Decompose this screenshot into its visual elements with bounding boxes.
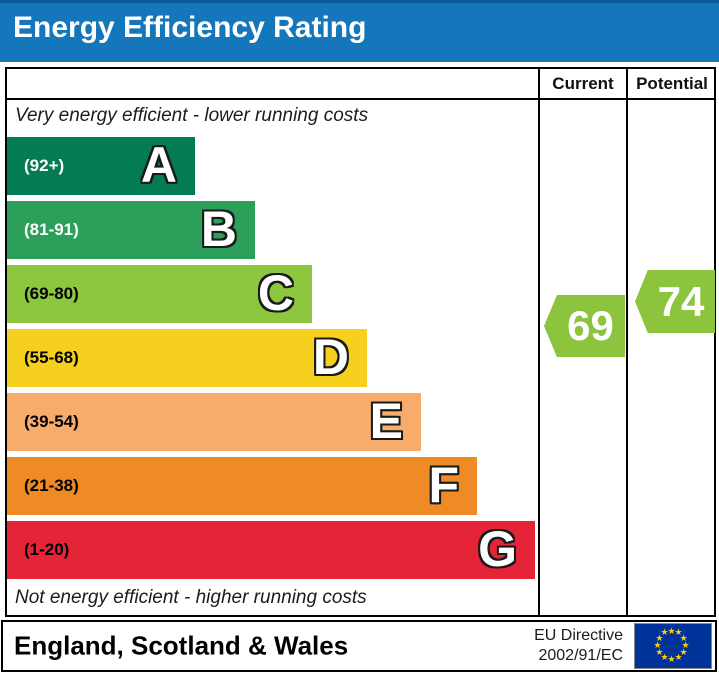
eu-flag-star: ★ (667, 625, 676, 636)
band-letter: B (200, 200, 237, 257)
top-note: Very energy efficient - lower running co… (15, 105, 369, 126)
band-letter: D (312, 328, 349, 385)
eu-flag-star: ★ (660, 651, 669, 662)
eu-flag-star: ★ (681, 639, 690, 650)
band-range-label: (39-54) (24, 412, 79, 431)
eu-flag-star: ★ (667, 653, 676, 664)
eu-flag-star: ★ (679, 632, 688, 643)
eu-flag-star: ★ (653, 639, 662, 650)
rating-bands: (92+) A (81-91) B (69-80) C (55-68) D (39-54) E (2… (7, 137, 538, 585)
band-G: (1-20) G (7, 521, 535, 579)
band-F: (21-38) F (7, 457, 477, 515)
band-range-label: (55-68) (24, 348, 79, 367)
band-range-label: (21-38) (24, 476, 79, 495)
band-range-label: (69-80) (24, 284, 79, 303)
band-range-label: (1-20) (24, 540, 70, 559)
potential-arrow: 74 (635, 270, 715, 333)
potential-column-header: Potential (636, 73, 708, 93)
current-column-header: Current (552, 73, 614, 93)
eu-directive-label: EU Directive 2002/91/EC (534, 626, 623, 666)
title-bar: Energy Efficiency Rating (0, 0, 719, 62)
column-divider-current (538, 67, 540, 617)
band-letter: C (257, 264, 294, 321)
band-letter: F (428, 456, 459, 513)
eu-directive-line2: 2002/91/EC (538, 647, 623, 664)
eu-flag-star: ★ (674, 627, 683, 638)
eu-flag-star: ★ (655, 632, 664, 643)
header-row-divider (5, 98, 716, 100)
region-label: England, Scotland & Wales (14, 630, 349, 661)
eu-flag-star: ★ (660, 627, 669, 638)
band-range-label: (92+) (24, 156, 65, 175)
column-divider-potential (626, 67, 628, 617)
current-arrow: 69 (544, 295, 625, 357)
eu-flag-star: ★ (679, 646, 688, 657)
page-title: Energy Efficiency Rating (13, 11, 367, 44)
band-E: (39-54) E (7, 393, 421, 451)
band-C: (69-80) C (7, 265, 312, 323)
band-A: (92+) A (7, 137, 195, 195)
band-range-label: (81-91) (24, 220, 79, 239)
band-D: (55-68) D (7, 329, 367, 387)
eu-flag: ★ ★ ★ ★ ★ ★ ★ ★ ★ ★ ★ ★ (634, 623, 712, 669)
footer-bar: England, Scotland & Wales EU Directive 2… (1, 620, 717, 672)
band-letter: G (478, 520, 517, 577)
band-letter: E (369, 392, 403, 449)
band-B: (81-91) B (7, 201, 255, 259)
bottom-note: Not energy efficient - higher running co… (15, 587, 367, 608)
eu-flag-star: ★ (674, 651, 683, 662)
eu-directive-line1: EU Directive (534, 627, 623, 644)
eu-flag-star: ★ (655, 646, 664, 657)
band-letter: A (140, 136, 177, 193)
